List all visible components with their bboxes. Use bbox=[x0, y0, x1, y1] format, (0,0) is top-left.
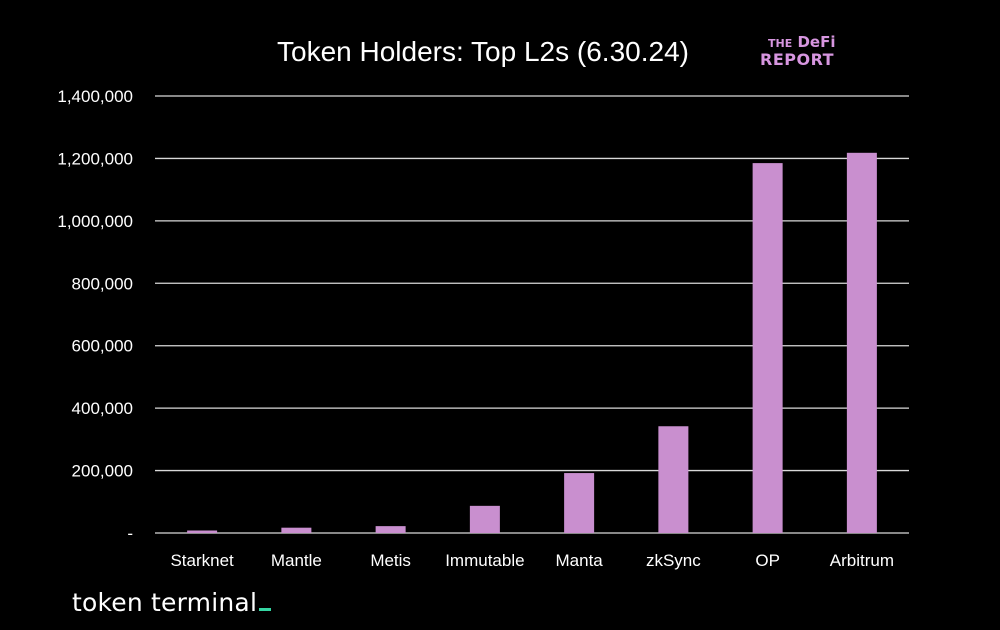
y-axis-ticks: - 200,000 400,000 600,000 800,000 1,000,000 1,… bbox=[57, 87, 133, 543]
x-category-label: Metis bbox=[370, 551, 411, 570]
bar-metis bbox=[375, 526, 406, 533]
token-terminal-logo-text: token terminal bbox=[72, 588, 258, 617]
x-category-label: Arbitrum bbox=[830, 551, 894, 570]
grid-group bbox=[155, 95, 909, 534]
y-tick-label: 800,000 bbox=[72, 274, 133, 293]
y-tick-label: 1,200,000 bbox=[57, 149, 133, 168]
y-tick-label: 1,000,000 bbox=[57, 212, 133, 231]
y-tick-label: - bbox=[127, 524, 133, 543]
defi-report-logo-top: THE DeFi bbox=[760, 34, 844, 52]
bar-manta bbox=[564, 473, 595, 533]
y-tick-label: 600,000 bbox=[72, 337, 133, 356]
x-category-label: OP bbox=[755, 551, 780, 570]
x-category-label: zkSync bbox=[646, 551, 701, 570]
bar-starknet bbox=[187, 530, 218, 533]
defi-report-logo: THE DeFi REPORT bbox=[760, 34, 844, 68]
x-category-label: Starknet bbox=[170, 551, 234, 570]
bar-mantle bbox=[281, 527, 312, 533]
bar-arbitrum bbox=[846, 152, 877, 533]
x-category-label: Mantle bbox=[271, 551, 322, 570]
bars bbox=[187, 152, 877, 533]
chart-title: Token Holders: Top L2s (6.30.24) bbox=[277, 36, 689, 67]
defi-report-logo-the: THE bbox=[768, 37, 793, 50]
y-tick-label: 200,000 bbox=[72, 462, 133, 481]
defi-report-logo-report: REPORT bbox=[760, 50, 835, 69]
token-terminal-underscore-icon bbox=[259, 608, 272, 611]
x-category-label: Manta bbox=[556, 551, 604, 570]
x-category-label: Immutable bbox=[445, 551, 524, 570]
x-axis-categories: Starknet Mantle Metis Immutable Manta zkSync O… bbox=[170, 551, 894, 570]
bar-op bbox=[752, 163, 783, 533]
y-tick-label: 1,400,000 bbox=[57, 87, 133, 106]
bar-zksync bbox=[658, 426, 689, 533]
token-terminal-logo: token terminal bbox=[72, 588, 272, 617]
defi-report-logo-defi: DeFi bbox=[797, 33, 836, 51]
y-tick-label: 400,000 bbox=[72, 399, 133, 418]
bar-immutable bbox=[469, 505, 500, 533]
